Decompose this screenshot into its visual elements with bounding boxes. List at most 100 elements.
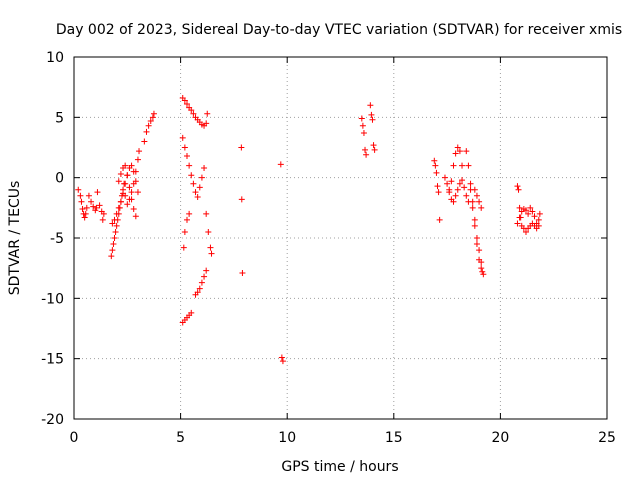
data-point [432,162,439,169]
data-point [469,198,476,205]
data-point [120,190,127,197]
data-point [88,198,95,205]
data-point [126,184,133,191]
x-tick-label: 25 [598,430,616,446]
data-point [358,115,365,122]
series-pass-n [238,144,246,276]
series-pass-a [75,186,90,221]
data-point [476,198,483,205]
data-point [198,174,205,181]
data-point [239,269,246,276]
data-point [115,204,122,211]
data-point [149,114,156,121]
data-point [450,162,457,169]
data-point [75,186,82,193]
y-axis-label: SDTVAR / TECUs [7,181,23,296]
data-point [535,216,542,223]
data-point [459,177,466,184]
data-point [471,216,478,223]
data-point [370,142,377,149]
data-point [196,285,203,292]
series-pass-o [277,161,286,365]
data-point [90,203,97,210]
data-point [441,174,448,181]
data-point [471,222,478,229]
data-point [117,171,124,178]
series-pass-l [192,267,210,298]
data-point [132,178,139,185]
data-point [188,172,195,179]
grid-lines [74,57,607,419]
chart-title: Day 002 of 2023, Sidereal Day-to-day VTE… [56,22,622,38]
data-point [448,178,455,185]
data-point [515,186,522,193]
data-point [94,189,101,196]
series-pass-t [446,177,472,205]
data-point [198,279,205,286]
data-point [467,180,474,187]
series-pass-g [141,110,157,145]
data-point [454,144,461,151]
x-tick-label: 15 [385,430,403,446]
data-point [145,122,152,129]
series-pass-w [471,186,485,211]
series-pass-v [467,186,487,278]
data-point [208,250,215,257]
data-point [201,273,208,280]
data-point [203,120,210,127]
data-point [278,354,285,361]
data-point [183,152,190,159]
data-point [516,214,523,221]
series-pass-c [96,202,107,223]
data-point [111,216,118,223]
data-point [183,101,190,108]
x-axis-label: GPS time / hours [281,459,398,475]
data-point [128,162,135,169]
data-point [136,148,143,155]
data-point [456,148,463,155]
data-point [536,210,543,217]
data-point [465,162,472,169]
series-pass-j [179,309,195,326]
data-point [113,210,120,217]
data-point [476,247,483,254]
series-pass-b [85,189,101,214]
data-point [238,144,245,151]
data-point [122,180,129,187]
data-point [128,196,135,203]
data-point [452,192,459,199]
data-point [463,192,470,199]
y-tick-label: -10 [41,291,64,307]
data-point [436,216,443,223]
data-point [525,210,532,217]
data-point [132,213,139,220]
data-point [115,178,122,185]
data-point [130,206,137,213]
data-point [480,271,487,278]
data-point [188,309,195,316]
data-point [527,204,534,211]
data-point [279,358,286,365]
data-point [471,186,478,193]
series-pass-y [514,204,543,227]
data-point [514,220,521,227]
data-point [96,202,103,209]
data-point [203,210,210,217]
data-point [194,193,201,200]
data-point [108,253,115,260]
data-point [444,180,451,187]
data-point [147,117,154,124]
data-point [435,189,442,196]
axis-ticks [73,56,608,420]
data-point [535,222,542,229]
data-point [433,169,440,176]
data-point [100,210,107,217]
data-point [110,241,117,248]
data-point [143,128,150,135]
data-point [81,214,88,221]
data-point [514,183,521,190]
series-pass-f [115,162,139,220]
data-point [369,116,376,123]
x-tick-label: 0 [70,430,79,446]
